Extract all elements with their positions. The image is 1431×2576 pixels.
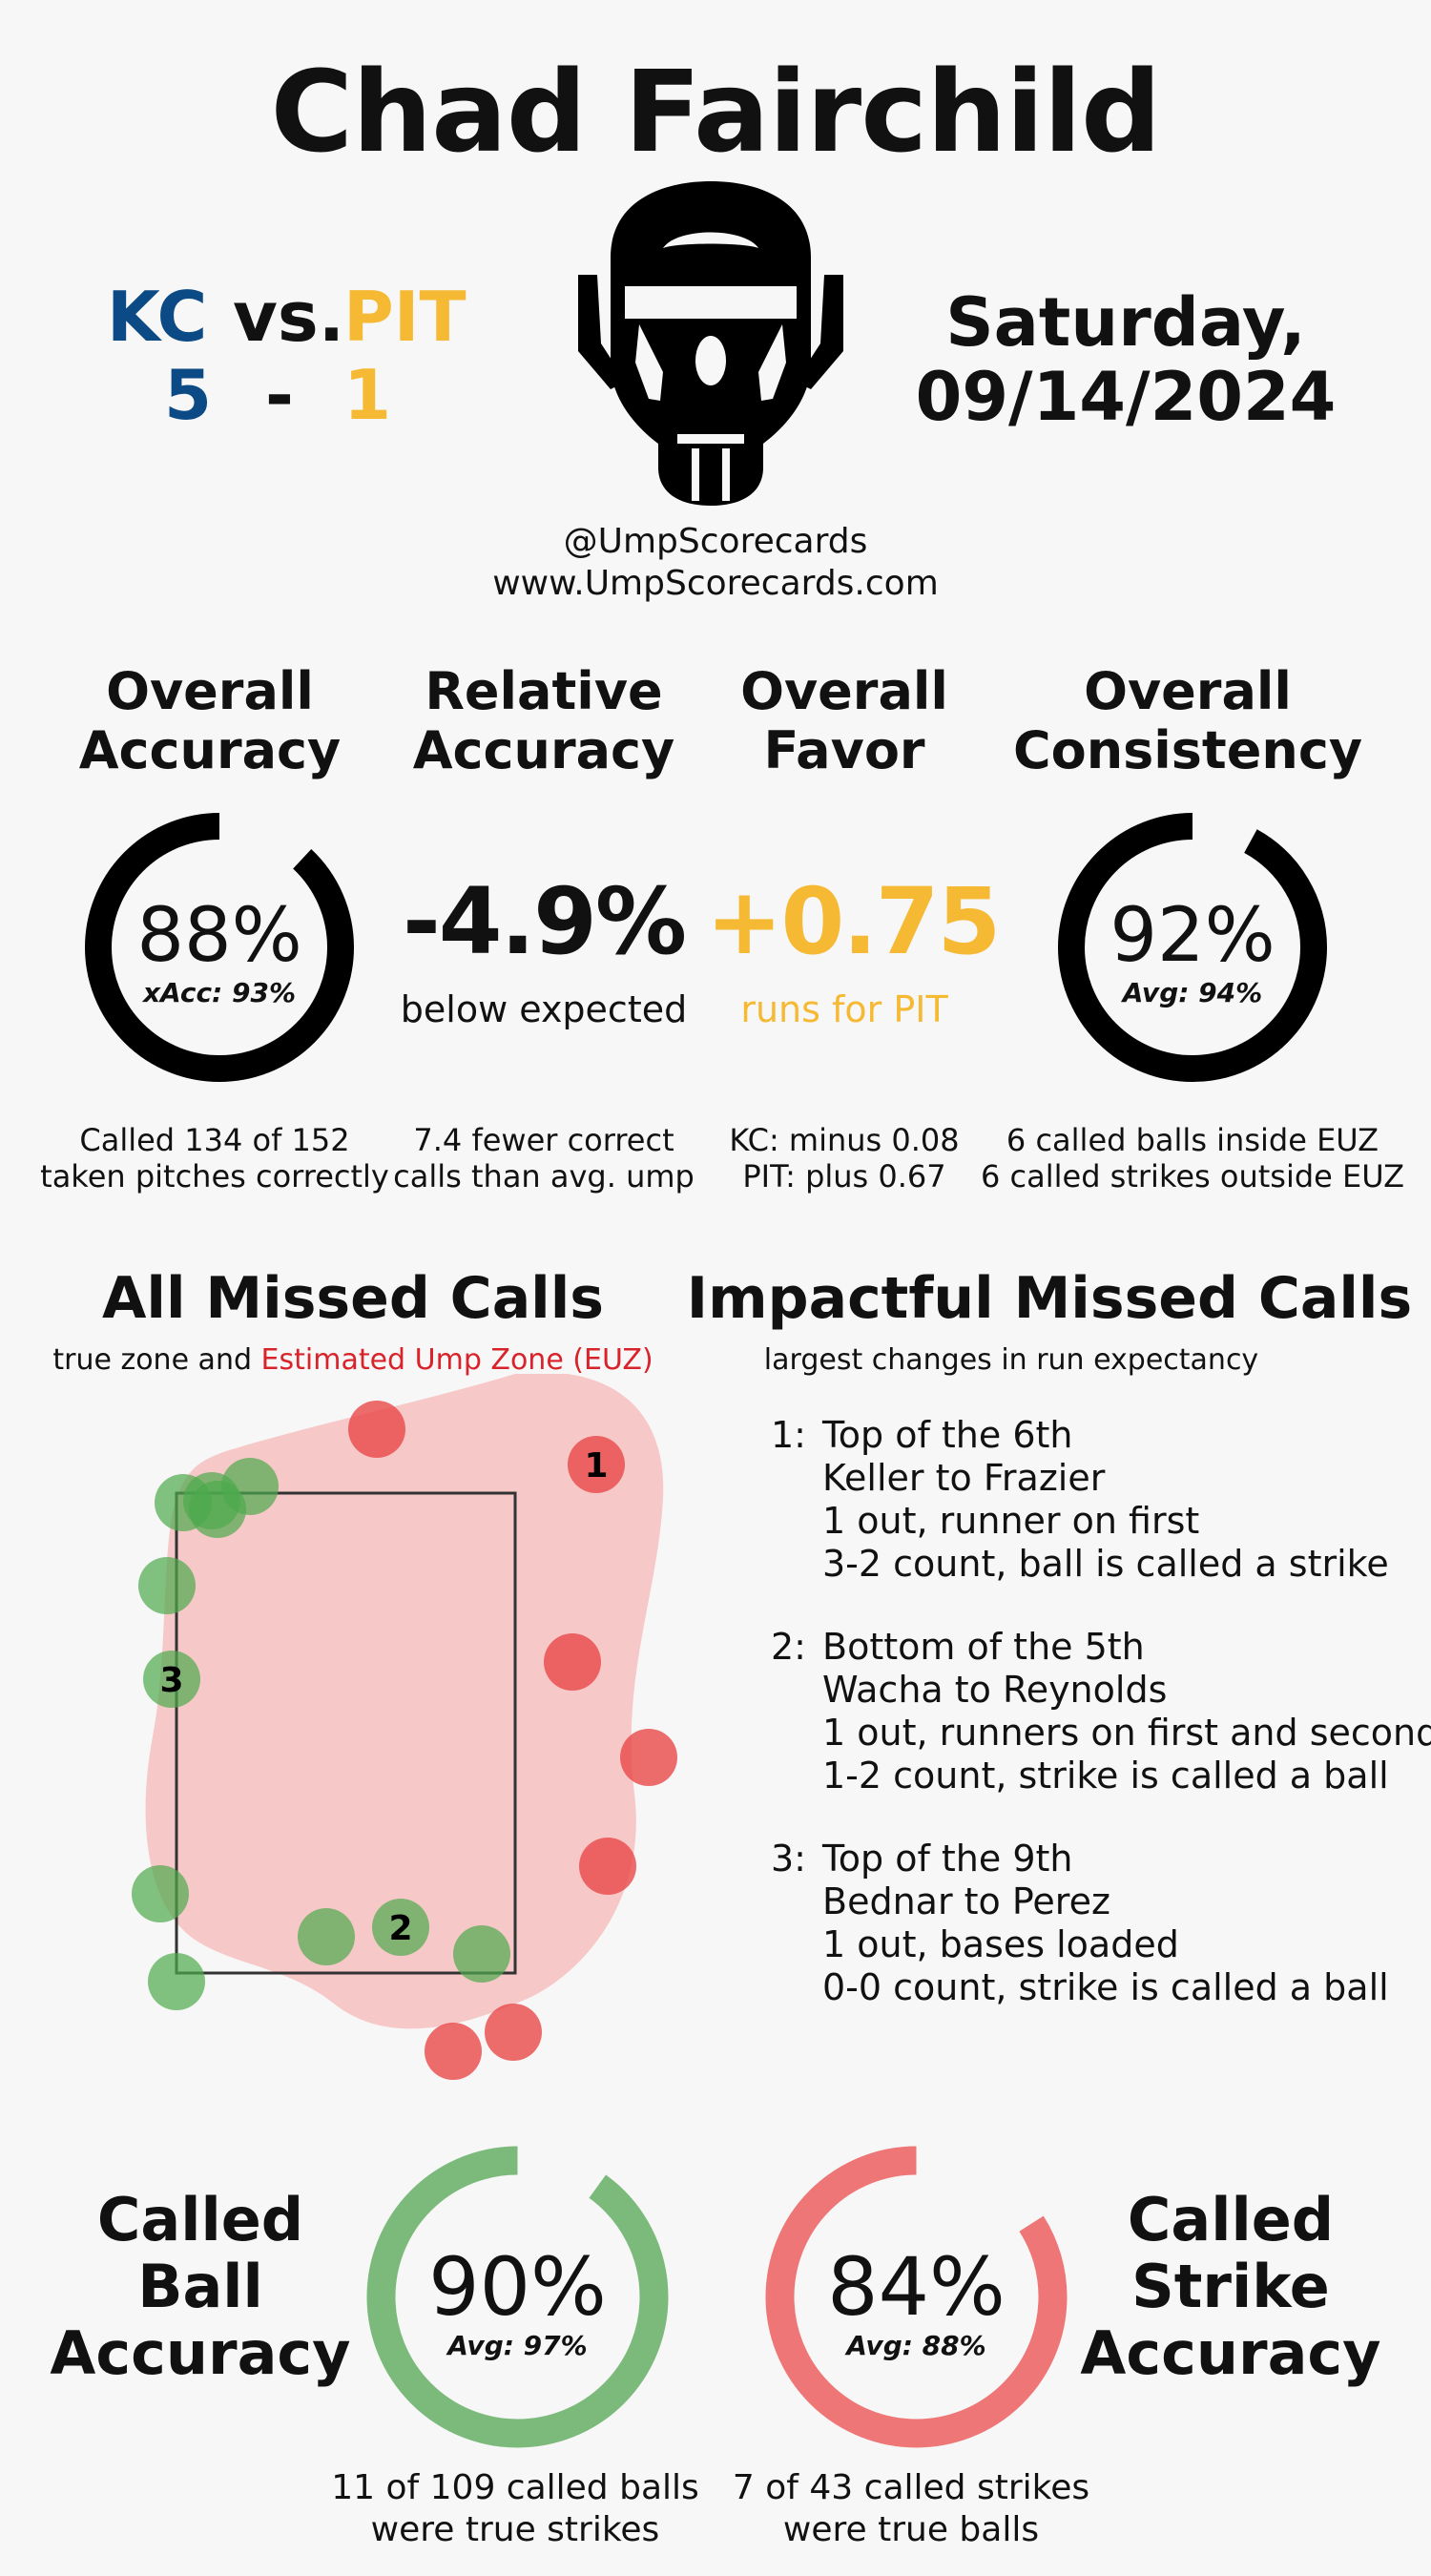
impact-call-1-inning: Top of the 6th: [822, 1414, 1073, 1456]
called-ball-accuracy-value: 90%: [428, 2240, 607, 2334]
impact-call-3-count: 0-0 count, strike is called a ball: [822, 1966, 1389, 2008]
umpire-mask-icon: [578, 181, 843, 506]
website-link[interactable]: www.UmpScorecards.com: [492, 564, 939, 603]
impact-call-2-number: 2:: [771, 1626, 806, 1668]
missed-strike-point: [579, 1838, 636, 1895]
all-missed-calls-subtitle: true zone and Estimated Ump Zone (EUZ): [52, 1343, 653, 1377]
called-strike-caption: 7 of 43 called strikes were true balls: [732, 2468, 1090, 2549]
overall-accuracy-caption: Called 134 of 152 taken pitches correctl…: [40, 1122, 389, 1195]
vs-label: vs.: [233, 277, 345, 357]
missed-ball-point: [148, 1953, 205, 2010]
impactful-missed-calls-subtitle: largest changes in run expectancy: [763, 1343, 1259, 1377]
game-date: 09/14/2024: [915, 358, 1337, 436]
impact-call-1-situation: 1 out, runner on first: [822, 1500, 1200, 1542]
impact-call-1-count: 3-2 count, ball is called a strike: [822, 1543, 1389, 1585]
impact-call-2-count: 1-2 count, strike is called a ball: [822, 1755, 1389, 1797]
missed-strike-point: [568, 1436, 625, 1493]
missed-ball-point: [138, 1557, 196, 1614]
missed-strike-point: [348, 1401, 405, 1458]
called-ball-accuracy-ring: [366, 2146, 669, 2448]
missed-strike-point: [425, 2023, 482, 2080]
missed-ball-point: [372, 1899, 429, 1956]
impact-call-3-inning: Top of the 9th: [822, 1838, 1073, 1880]
home-team: PIT: [343, 277, 467, 357]
score-dash: -: [265, 355, 294, 435]
overall-favor-sub: runs for PIT: [740, 988, 948, 1030]
missed-ball-point: [298, 1908, 355, 1965]
impact-call-2-matchup: Wacha to Reynolds: [822, 1669, 1168, 1711]
called-ball-caption: 11 of 109 called balls were true strikes: [331, 2468, 699, 2549]
called-ball-accuracy-avg: Avg: 97%: [447, 2330, 588, 2361]
game-day: Saturday,: [945, 283, 1306, 362]
missed-ball-point: [143, 1651, 200, 1708]
missed-ball-point: [453, 1925, 510, 1983]
missed-strike-point: [544, 1633, 601, 1691]
overall-favor-caption: KC: minus 0.08 PIT: plus 0.67: [729, 1122, 960, 1195]
called-ball-accuracy-title: Called Ball Accuracy: [50, 2185, 351, 2388]
impact-call-2-situation: 1 out, runners on first and second: [822, 1712, 1431, 1754]
missed-ball-point: [189, 1481, 246, 1538]
relative-accuracy-title: Relative Accuracy: [412, 661, 675, 780]
called-strike-accuracy-avg: Avg: 88%: [846, 2330, 986, 2361]
missed-calls-plot: 1 2 3: [132, 1374, 677, 2080]
impact-label-3: 3: [159, 1661, 183, 1700]
away-team: KC: [107, 277, 208, 357]
twitter-handle: @UmpScorecards: [563, 522, 868, 561]
impact-call-1-number: 1:: [771, 1414, 806, 1456]
euz-region: [145, 1374, 664, 2029]
overall-consistency-title: Overall Consistency: [1012, 661, 1363, 780]
home-score: 1: [343, 355, 392, 435]
overall-consistency-value: 92%: [1110, 893, 1275, 979]
impactful-missed-calls-title: Impactful Missed Calls: [686, 1265, 1413, 1332]
overall-consistency-caption: 6 called balls inside EUZ 6 called strik…: [980, 1122, 1404, 1195]
impact-call-1-matchup: Keller to Frazier: [822, 1457, 1106, 1499]
overall-favor-title: Overall Favor: [740, 661, 948, 780]
true-zone: [175, 1491, 517, 1975]
umpire-name: Chad Fairchild: [270, 46, 1161, 177]
all-missed-calls-title: All Missed Calls: [101, 1265, 605, 1332]
impact-label-2: 2: [388, 1909, 412, 1948]
impact-call-2-inning: Bottom of the 5th: [822, 1626, 1145, 1668]
overall-consistency-avg: Avg: 94%: [1122, 977, 1263, 1008]
overall-accuracy-xacc: xAcc: 93%: [142, 977, 297, 1008]
overall-accuracy-title: Overall Accuracy: [78, 661, 342, 780]
overall-favor-value: +0.75: [706, 868, 1001, 975]
impact-call-3-matchup: Bednar to Perez: [822, 1880, 1110, 1922]
missed-strike-point: [620, 1729, 677, 1786]
away-score: 5: [164, 355, 213, 435]
called-strike-accuracy-value: 84%: [827, 2240, 1006, 2334]
relative-accuracy-value: -4.9%: [402, 868, 687, 975]
overall-consistency-ring: [1058, 813, 1327, 1082]
relative-accuracy-sub: below expected: [400, 988, 688, 1030]
overall-accuracy-value: 88%: [136, 893, 302, 979]
impact-call-3-situation: 1 out, bases loaded: [822, 1923, 1179, 1965]
relative-accuracy-caption: 7.4 fewer correct calls than avg. ump: [393, 1122, 695, 1195]
missed-strike-point: [485, 2004, 542, 2061]
overall-accuracy-ring: [85, 813, 354, 1082]
missed-ball-point: [132, 1865, 189, 1922]
impact-call-3-number: 3:: [771, 1838, 806, 1880]
impact-label-1: 1: [584, 1446, 608, 1485]
called-strike-accuracy-title: Called Strike Accuracy: [1080, 2185, 1381, 2388]
called-strike-accuracy-ring: [765, 2146, 1068, 2448]
